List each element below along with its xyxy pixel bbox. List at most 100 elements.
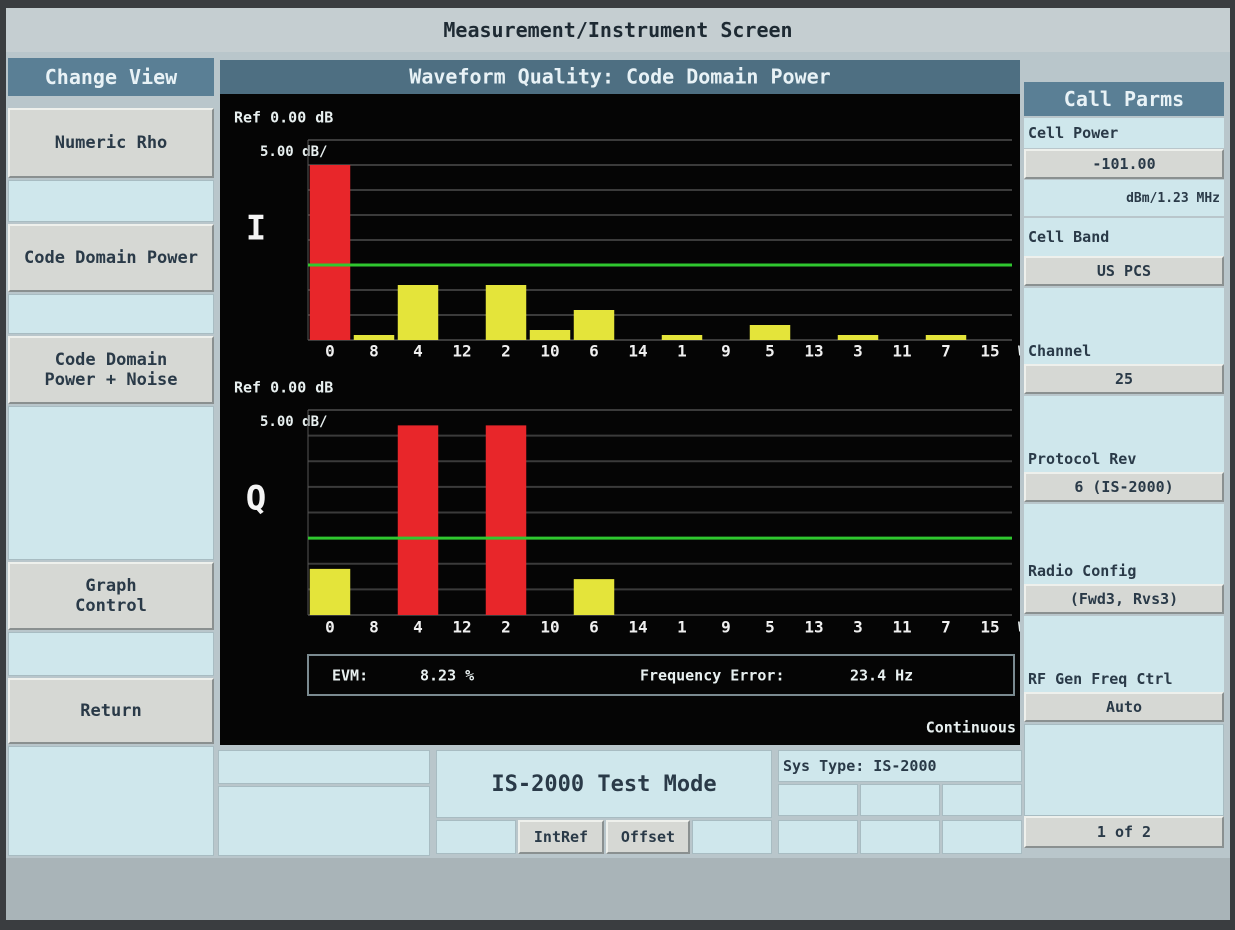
x-tick-label: 15: [980, 618, 999, 637]
bar: [529, 330, 571, 340]
menu-button[interactable]: Numeric Rho: [8, 108, 214, 178]
menu-blank: [8, 632, 214, 676]
x-tick-label: 10: [540, 618, 559, 637]
menu-blank: [8, 406, 214, 560]
x-tick-label: 7: [941, 618, 951, 637]
scale-label: 5.00 dB/: [260, 414, 327, 430]
x-tick-label: 2: [501, 618, 511, 637]
channel-label: I: [246, 209, 266, 249]
bar: [309, 568, 351, 615]
footer-cell: [218, 750, 430, 784]
param-value[interactable]: US PCS: [1024, 256, 1224, 286]
param-value[interactable]: 6 (IS-2000): [1024, 472, 1224, 502]
param-value[interactable]: -101.00: [1024, 149, 1224, 179]
x-tick-label: 12: [452, 342, 471, 361]
status: Continuous: [926, 719, 1016, 737]
freq-value: 23.4 Hz: [850, 667, 913, 685]
param-label: Protocol Rev: [1024, 396, 1224, 472]
channel-label: Q: [246, 479, 266, 519]
footer-cell: [942, 820, 1022, 854]
footer-cell: [692, 820, 772, 854]
x-tick-label: 14: [628, 618, 647, 637]
param-label: Cell Band: [1024, 218, 1224, 256]
x-tick-label: 0: [325, 342, 335, 361]
x-tick-label: 3: [853, 342, 863, 361]
menu-button[interactable]: Code Domain Power: [8, 224, 214, 292]
header-title: Measurement/Instrument Screen: [6, 8, 1230, 52]
menu-blank: [8, 180, 214, 222]
menu-button[interactable]: Graph Control: [8, 562, 214, 630]
bar: [485, 425, 527, 615]
param-label: Cell Power: [1024, 118, 1224, 148]
x-tick-label: 13: [804, 618, 823, 637]
x-tick-label: 4: [413, 342, 423, 361]
x-tick-label: 9: [721, 618, 731, 637]
bar: [661, 335, 703, 340]
footer-cell: [860, 820, 940, 854]
param-value[interactable]: (Fwd3, Rvs3): [1024, 584, 1224, 614]
x-tick-label: 9: [721, 342, 731, 361]
panel-title: Waveform Quality: Code Domain Power: [409, 65, 830, 89]
param-value[interactable]: 25: [1024, 364, 1224, 394]
ref-label: Ref 0.00 dB: [234, 379, 333, 397]
param-label: Radio Config: [1024, 504, 1224, 584]
x-tick-label: 6: [589, 342, 599, 361]
bar: [925, 335, 967, 340]
param-value[interactable]: Auto: [1024, 692, 1224, 722]
panel-bg: [220, 60, 1020, 745]
sys-type: Sys Type: IS-2000: [778, 750, 1022, 782]
footer-cell: [860, 784, 940, 816]
intref-button[interactable]: IntRef: [518, 820, 604, 854]
footer-cell: [778, 784, 858, 816]
bar: [573, 310, 615, 340]
x-tick-label: 3: [853, 618, 863, 637]
x-tick-label: 15: [980, 342, 999, 361]
test-mode: IS-2000 Test Mode: [436, 750, 772, 818]
x-tick-label: 6: [589, 618, 599, 637]
page-indicator[interactable]: 1 of 2: [1024, 816, 1224, 848]
x-tick-label: 5: [765, 342, 775, 361]
bar: [397, 285, 439, 340]
bar: [353, 335, 395, 340]
measurement-panel: Waveform Quality: Code Domain Power EVM:…: [220, 60, 1020, 745]
x-tick-label: 8: [369, 618, 379, 637]
x-tick-label: 2: [501, 342, 511, 361]
bar: [485, 285, 527, 340]
panel-title-bar: [220, 60, 1020, 94]
x-tick-label: 12: [452, 618, 471, 637]
x-tick-label: 1: [677, 618, 687, 637]
menu-blank: [8, 294, 214, 334]
menu-blank: [8, 746, 214, 856]
x-tick-label: 1: [677, 342, 687, 361]
bar: [573, 579, 615, 615]
menu-button[interactable]: Return: [8, 678, 214, 744]
x-tick-label: 10: [540, 342, 559, 361]
x-tick-label: 8: [369, 342, 379, 361]
footer-cell: [942, 784, 1022, 816]
menu-button[interactable]: Code Domain Power + Noise: [8, 336, 214, 404]
bar: [837, 335, 879, 340]
evm-value: 8.23 %: [420, 667, 474, 685]
x-tick-label: 0: [325, 618, 335, 637]
x-tick-label: 14: [628, 342, 647, 361]
bar: [397, 425, 439, 615]
menu-title: Change View: [8, 58, 214, 96]
ref-label: Ref 0.00 dB: [234, 109, 333, 127]
scale-label: 5.00 dB/: [260, 144, 327, 160]
offset-button[interactable]: Offset: [606, 820, 690, 854]
freq-label: Frequency Error:: [640, 667, 785, 685]
footer-cell: [778, 820, 858, 854]
evm-label: EVM:: [332, 667, 368, 685]
x-tick-label: 13: [804, 342, 823, 361]
param-label: Channel: [1024, 288, 1224, 364]
x-tick-label: 5: [765, 618, 775, 637]
param-unit: dBm/1.23 MHz: [1024, 180, 1224, 216]
result-box: [307, 654, 1015, 696]
axis-unit: Wal: [1018, 345, 1020, 360]
param-label: RF Gen Freq Ctrl: [1024, 616, 1224, 692]
right-blank: [1024, 724, 1224, 816]
x-tick-label: 4: [413, 618, 423, 637]
footer-cell: [218, 786, 430, 856]
axis-unit: Wal: [1018, 621, 1020, 636]
